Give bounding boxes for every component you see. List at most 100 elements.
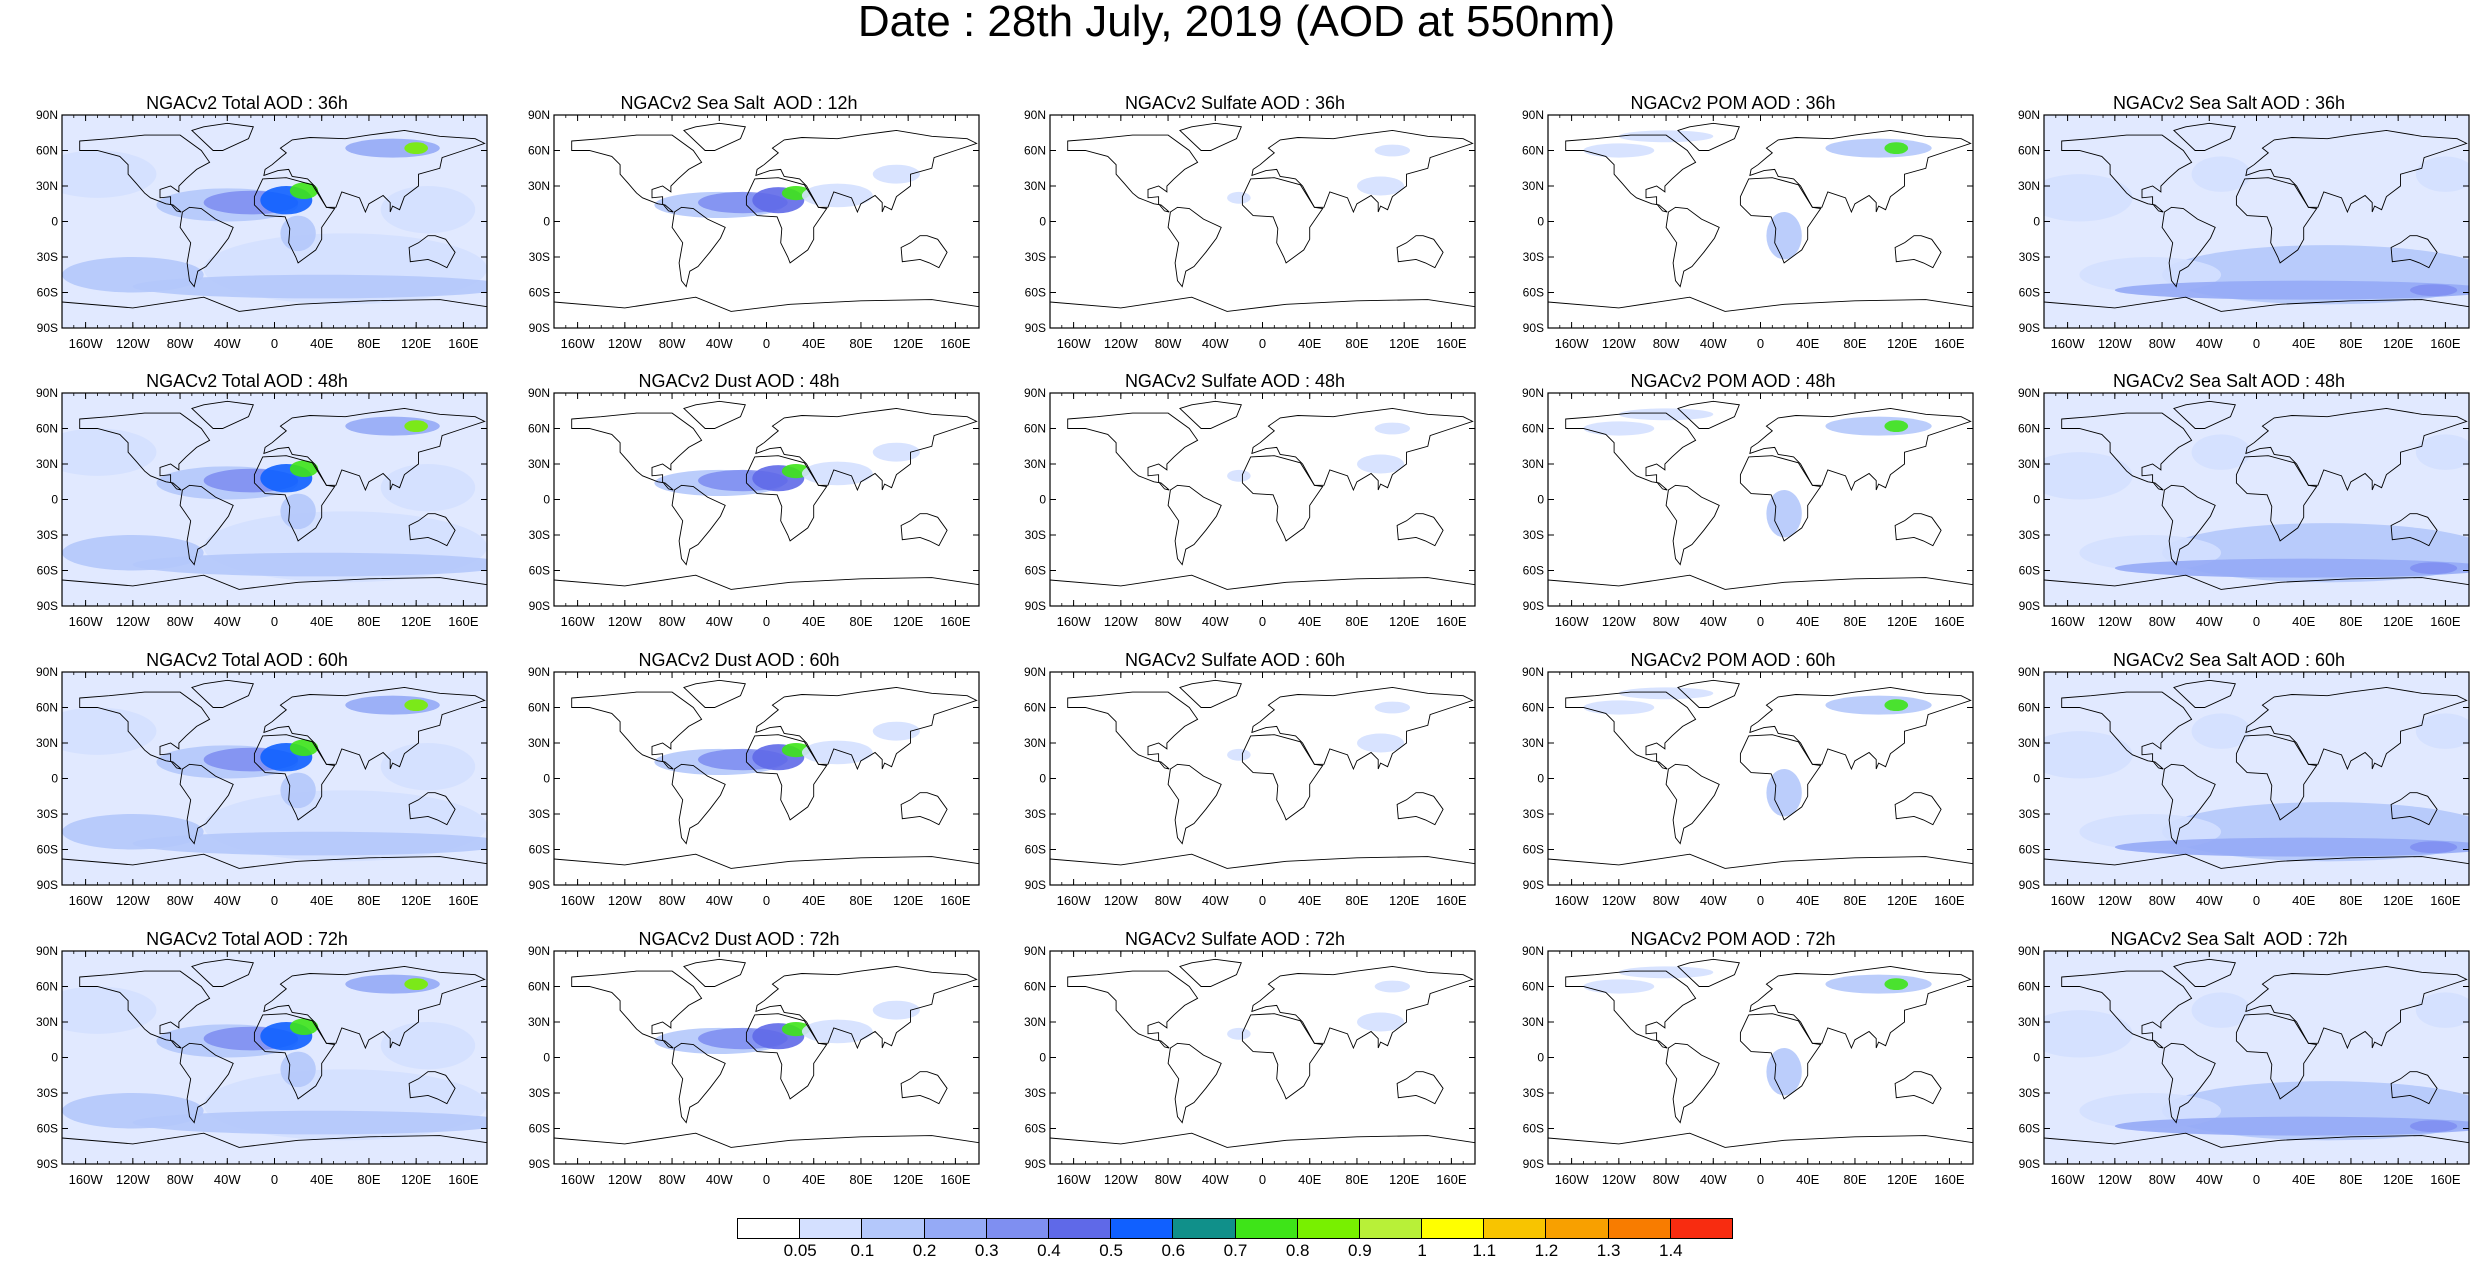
lat-tick-label: 90S bbox=[529, 321, 550, 335]
aod-plume bbox=[62, 150, 157, 198]
lon-tick-label: 120W bbox=[608, 1172, 643, 1187]
lon-tick-label: 80W bbox=[659, 336, 686, 351]
lon-tick-label: 120E bbox=[1887, 614, 1918, 629]
colorbar-label: 0.1 bbox=[850, 1241, 875, 1260]
aod-plume bbox=[380, 464, 476, 512]
aod-plume bbox=[289, 739, 319, 757]
lat-tick-label: 0 bbox=[1039, 493, 1046, 507]
lat-tick-label: 30S bbox=[529, 807, 550, 821]
lat-tick-label: 60S bbox=[37, 286, 58, 300]
aod-plume bbox=[289, 460, 319, 478]
coastline bbox=[1241, 455, 1324, 542]
lon-tick-label: 160E bbox=[448, 336, 479, 351]
lat-tick-label: 60S bbox=[1523, 286, 1544, 300]
aod-plume bbox=[132, 274, 487, 299]
lat-tick-label: 90N bbox=[1024, 665, 1046, 679]
aod-plume bbox=[404, 420, 428, 433]
lat-tick-label: 30N bbox=[1522, 179, 1544, 193]
lon-tick-label: 160E bbox=[2430, 614, 2461, 629]
coastline bbox=[671, 1042, 726, 1124]
lat-tick-label: 90N bbox=[2018, 665, 2040, 679]
world-map: 90N 60N 30N 0 30S 60S 90S 160W 120W 80W 40W 0 40E 80E… bbox=[2018, 665, 2470, 908]
lon-tick-label: 160E bbox=[2430, 1172, 2461, 1187]
lon-tick-label: 120E bbox=[1389, 893, 1420, 908]
panel-title: NGACv2 Sea Salt AOD : 12h bbox=[620, 93, 858, 113]
lon-tick-label: 40W bbox=[214, 893, 241, 908]
lat-tick-label: 60N bbox=[528, 980, 550, 994]
lon-tick-label: 80W bbox=[1653, 336, 1680, 351]
lon-tick-label: 80E bbox=[1345, 893, 1368, 908]
lon-tick-label: 40E bbox=[2292, 893, 2315, 908]
lon-tick-label: 40E bbox=[1298, 1172, 1321, 1187]
lon-tick-label: 120W bbox=[1104, 1172, 1139, 1187]
panel-title: NGACv2 Sea Salt AOD : 60h bbox=[2112, 650, 2346, 670]
lat-tick-label: 90S bbox=[37, 599, 58, 613]
lon-tick-label: 40W bbox=[214, 1172, 241, 1187]
aod-plume bbox=[1583, 700, 1655, 715]
lat-tick-label: 30S bbox=[529, 250, 550, 264]
world-map: 90N 60N 30N 0 30S 60S 90S 160W 120W 80W 40W 0 40E 80E… bbox=[1522, 944, 1974, 1187]
coastline bbox=[2173, 122, 2236, 151]
coastline bbox=[408, 1071, 456, 1105]
lon-tick-label: 120W bbox=[116, 336, 151, 351]
coastline bbox=[191, 679, 254, 708]
lon-tick-label: 40E bbox=[310, 614, 333, 629]
lon-tick-label: 40E bbox=[802, 1172, 825, 1187]
lat-tick-label: 60N bbox=[2018, 144, 2040, 158]
lat-tick-label: 90N bbox=[36, 108, 58, 122]
aod-plume bbox=[2044, 174, 2133, 222]
coastline bbox=[263, 407, 486, 492]
panel-title: NGACv2 Sulfate AOD : 48h bbox=[1124, 371, 1346, 391]
map-panel-total-36h: NGACv2 Total AOD : 36h 90N 60N 30N 0 30S 60S 90… bbox=[22, 93, 488, 355]
lon-tick-label: 160W bbox=[1057, 336, 1092, 351]
lon-tick-label: 0 bbox=[763, 893, 770, 908]
coastline bbox=[2235, 177, 2318, 264]
lon-tick-label: 80E bbox=[2339, 336, 2362, 351]
lon-tick-label: 160E bbox=[940, 893, 971, 908]
map-panel-total-48h: NGACv2 Total AOD : 48h 90N 60N 30N 0 30S 60S 90… bbox=[22, 371, 488, 633]
lon-tick-label: 40E bbox=[1298, 893, 1321, 908]
coastline bbox=[1067, 412, 1199, 491]
lat-tick-label: 60N bbox=[1522, 701, 1544, 715]
lat-tick-label: 30S bbox=[2019, 528, 2040, 542]
coastline bbox=[2390, 513, 2438, 547]
lat-tick-label: 90N bbox=[528, 665, 550, 679]
coastline bbox=[1739, 455, 1822, 542]
coastline bbox=[683, 400, 746, 429]
lat-tick-label: 30S bbox=[1025, 1086, 1046, 1100]
lon-tick-label: 160E bbox=[1436, 336, 1467, 351]
coastline bbox=[1749, 407, 1972, 492]
coastline bbox=[2061, 134, 2193, 213]
lon-tick-label: 40W bbox=[1700, 893, 1727, 908]
coastline bbox=[2245, 129, 2468, 214]
coastline bbox=[2061, 412, 2193, 491]
coastline bbox=[408, 235, 456, 269]
coastline bbox=[179, 1042, 234, 1124]
map-panel-dust-12h: NGACv2 Sea Salt AOD : 12h 90N 60N 30N 0 30S 60… bbox=[514, 93, 980, 355]
lat-tick-label: 0 bbox=[543, 493, 550, 507]
lat-tick-label: 30S bbox=[1025, 250, 1046, 264]
lon-tick-label: 120E bbox=[893, 893, 924, 908]
coastline bbox=[2061, 691, 2193, 770]
coastline bbox=[745, 1013, 828, 1100]
lat-tick-label: 30S bbox=[1523, 807, 1544, 821]
map-panel-dust-48h: NGACv2 Dust AOD : 48h 90N 60N 30N 0 30S 60S 90S… bbox=[514, 371, 980, 633]
lon-tick-label: 0 bbox=[2253, 893, 2260, 908]
lon-tick-label: 0 bbox=[1259, 893, 1266, 908]
panel-title: NGACv2 Sea Salt AOD : 72h bbox=[2110, 929, 2348, 949]
lon-tick-label: 80W bbox=[2149, 336, 2176, 351]
aod-plume bbox=[62, 986, 157, 1034]
coastline bbox=[745, 177, 828, 264]
lon-tick-label: 80W bbox=[167, 893, 194, 908]
lat-tick-label: 60S bbox=[1025, 1122, 1046, 1136]
panel-title: NGACv2 Total AOD : 60h bbox=[146, 650, 348, 670]
aod-plume bbox=[2044, 731, 2133, 779]
panel-title: NGACv2 Sea Salt AOD : 36h bbox=[2112, 93, 2346, 113]
colorbar-swatch bbox=[1296, 1218, 1360, 1239]
colorbar-label: 0.9 bbox=[1348, 1241, 1372, 1260]
lat-tick-label: 90S bbox=[1025, 878, 1046, 892]
coastline bbox=[408, 792, 456, 826]
lat-tick-label: 0 bbox=[1039, 772, 1046, 786]
colorbar-swatch bbox=[1545, 1218, 1609, 1239]
lat-tick-label: 90S bbox=[529, 599, 550, 613]
